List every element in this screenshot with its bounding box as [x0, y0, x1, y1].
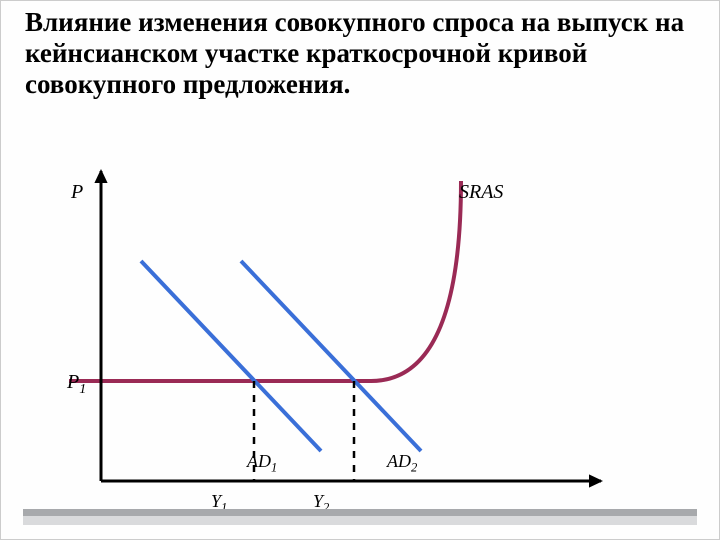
sras-curve [69, 181, 461, 381]
slide: Влияние изменения совокупного спроса на … [0, 0, 720, 540]
label-ad2: AD2 [387, 451, 417, 476]
label-p: P [71, 181, 83, 204]
label-sras: SRAS [459, 181, 503, 204]
slide-title: Влияние изменения совокупного спроса на … [25, 7, 685, 100]
label-p1: P1 [67, 371, 86, 398]
y-axis-arrow [94, 169, 107, 183]
label-ad1: AD1 [247, 451, 277, 476]
title-text: Влияние изменения совокупного спроса на … [25, 7, 684, 99]
ad2-line [241, 261, 421, 451]
ad1-line [141, 261, 321, 451]
chart: P SRAS P1 AD1 AD2 Y1 Y2 [41, 161, 661, 521]
footer-bar [23, 509, 697, 525]
x-axis-arrow [589, 474, 603, 487]
chart-svg [41, 161, 661, 521]
